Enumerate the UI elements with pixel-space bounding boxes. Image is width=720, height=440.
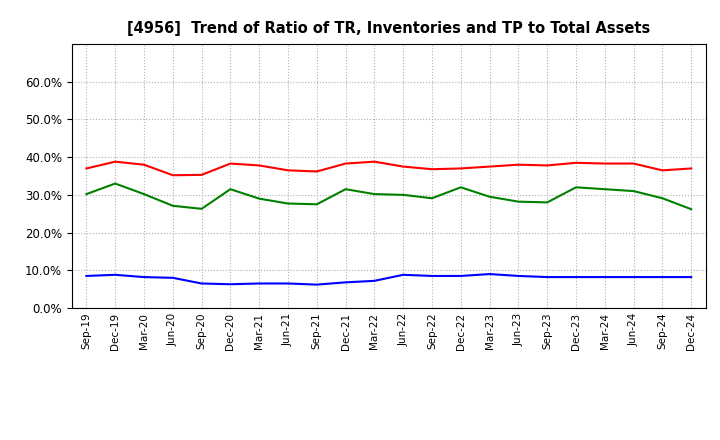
Trade Receivables <box>572 160 580 165</box>
Trade Receivables <box>341 161 350 166</box>
Inventories <box>370 278 379 283</box>
Trade Payables <box>197 206 206 212</box>
Trade Payables <box>428 196 436 201</box>
Inventories <box>111 272 120 278</box>
Inventories <box>197 281 206 286</box>
Inventories <box>226 282 235 287</box>
Trade Payables <box>168 203 177 209</box>
Trade Payables <box>111 181 120 186</box>
Trade Receivables <box>197 172 206 177</box>
Trade Payables <box>140 191 148 197</box>
Trade Payables <box>399 192 408 198</box>
Title: [4956]  Trend of Ratio of TR, Inventories and TP to Total Assets: [4956] Trend of Ratio of TR, Inventories… <box>127 21 650 36</box>
Trade Payables <box>312 202 321 207</box>
Inventories <box>485 271 494 277</box>
Trade Receivables <box>428 167 436 172</box>
Inventories <box>514 273 523 279</box>
Inventories <box>168 275 177 280</box>
Trade Payables <box>514 199 523 204</box>
Trade Receivables <box>226 161 235 166</box>
Inventories <box>600 275 609 280</box>
Trade Receivables <box>168 172 177 178</box>
Inventories <box>341 280 350 285</box>
Inventories <box>428 273 436 279</box>
Trade Payables <box>572 185 580 190</box>
Inventories <box>658 275 667 280</box>
Inventories <box>399 272 408 278</box>
Inventories <box>140 275 148 280</box>
Trade Payables <box>226 187 235 192</box>
Inventories <box>572 275 580 280</box>
Inventories <box>543 275 552 280</box>
Inventories <box>284 281 292 286</box>
Trade Receivables <box>687 166 696 171</box>
Trade Receivables <box>82 166 91 171</box>
Line: Inventories: Inventories <box>86 274 691 285</box>
Trade Receivables <box>370 159 379 164</box>
Trade Payables <box>370 191 379 197</box>
Trade Payables <box>82 191 91 197</box>
Inventories <box>82 273 91 279</box>
Trade Receivables <box>629 161 638 166</box>
Line: Trade Receivables: Trade Receivables <box>86 161 691 175</box>
Trade Payables <box>658 196 667 201</box>
Trade Receivables <box>284 168 292 173</box>
Trade Payables <box>543 200 552 205</box>
Trade Receivables <box>485 164 494 169</box>
Inventories <box>687 275 696 280</box>
Trade Receivables <box>543 163 552 168</box>
Trade Payables <box>485 194 494 199</box>
Trade Receivables <box>658 168 667 173</box>
Trade Receivables <box>456 166 465 171</box>
Inventories <box>629 275 638 280</box>
Inventories <box>312 282 321 287</box>
Trade Payables <box>284 201 292 206</box>
Trade Receivables <box>514 162 523 167</box>
Line: Trade Payables: Trade Payables <box>86 183 691 209</box>
Trade Payables <box>255 196 264 201</box>
Inventories <box>456 273 465 279</box>
Trade Receivables <box>255 163 264 168</box>
Trade Payables <box>456 185 465 190</box>
Trade Receivables <box>312 169 321 174</box>
Inventories <box>255 281 264 286</box>
Trade Payables <box>600 187 609 192</box>
Trade Receivables <box>600 161 609 166</box>
Trade Payables <box>629 188 638 194</box>
Trade Payables <box>687 206 696 212</box>
Trade Receivables <box>399 164 408 169</box>
Trade Receivables <box>111 159 120 164</box>
Trade Receivables <box>140 162 148 167</box>
Trade Payables <box>341 187 350 192</box>
